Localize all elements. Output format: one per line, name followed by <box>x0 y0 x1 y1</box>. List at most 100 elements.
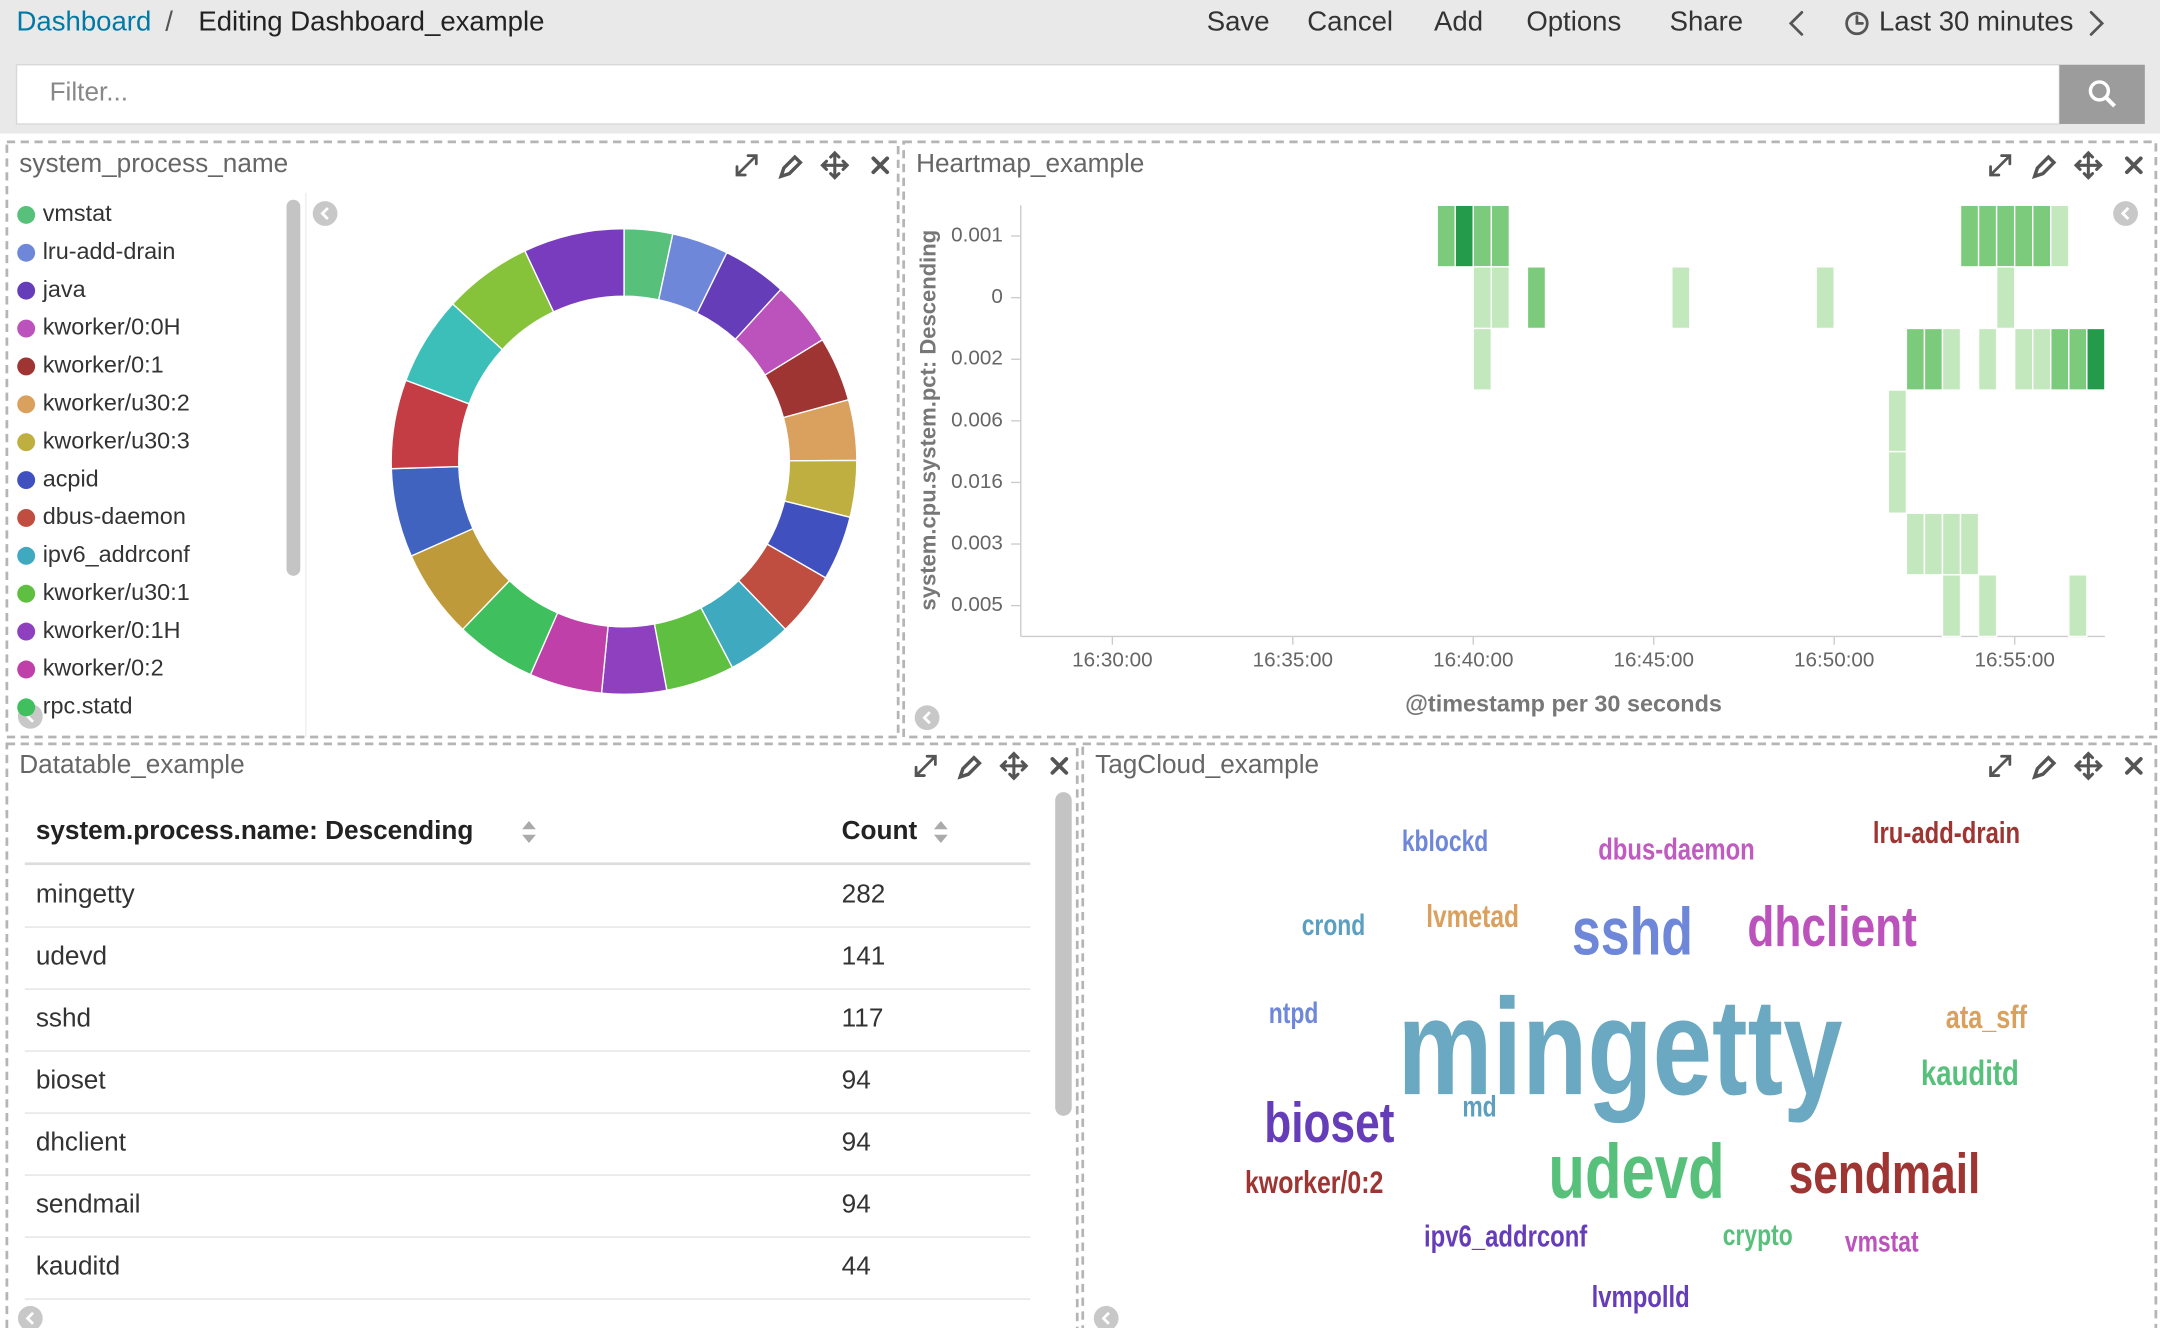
menu-item[interactable]: Options <box>1526 6 1621 37</box>
heatmap-cell <box>1490 266 1511 330</box>
table-scrollbar[interactable] <box>1055 792 1072 1116</box>
heatmap-cell <box>1472 204 1493 268</box>
tag-word[interactable]: kauditd <box>1921 1053 2019 1093</box>
tag-word[interactable]: md <box>1462 1090 1496 1123</box>
collapse-arrow <box>25 1311 35 1325</box>
tag-word[interactable]: udevd <box>1548 1129 1724 1215</box>
collapse-toggle[interactable] <box>1093 1305 1119 1331</box>
legend-entry[interactable]: kworker/u30:2 <box>43 389 190 415</box>
panel-actions <box>1989 150 2143 180</box>
legend-entry[interactable]: kworker/0:2 <box>43 655 164 681</box>
heatmap-cell <box>1490 204 1511 268</box>
x-tick-label: 16:30:00 <box>1072 649 1152 672</box>
column-header[interactable]: system.process.name: Descending <box>36 815 474 845</box>
search-icon <box>2088 80 2111 102</box>
legend-entry[interactable]: ipv6_addrconf <box>43 541 191 567</box>
legend-swatch <box>17 660 36 679</box>
tag-word[interactable]: lvmetad <box>1426 898 1519 934</box>
legend-entry[interactable]: dbus-daemon <box>43 503 186 529</box>
sort-icon[interactable] <box>933 821 948 844</box>
legend-entry[interactable]: kworker/0:1 <box>43 352 164 378</box>
heatmap-cell <box>2013 327 2034 391</box>
tag-word[interactable]: mingetty <box>1397 971 1842 1124</box>
heatmap-cell <box>1959 204 1980 268</box>
legend-entry[interactable]: kworker/0:1H <box>43 617 181 643</box>
expand-icon[interactable] <box>735 154 758 177</box>
menu-item[interactable]: Share <box>1670 6 1744 37</box>
time-range[interactable]: Last 30 minutes <box>1879 6 2073 37</box>
tag-word[interactable]: ipv6_addrconf <box>1424 1219 1588 1254</box>
sort-icon[interactable] <box>522 821 536 844</box>
close-icon[interactable] <box>2125 757 2143 775</box>
panel-actions <box>735 150 890 180</box>
menu-item[interactable]: Save <box>1207 6 1270 37</box>
expand-icon[interactable] <box>914 754 937 777</box>
clock-hands <box>1855 15 1864 25</box>
legend-entry[interactable]: rpc.statd <box>43 693 133 719</box>
legend-entry[interactable]: lru-add-drain <box>43 238 176 264</box>
heatmap-cell <box>1941 574 1962 638</box>
breadcrumb[interactable]: Dashboard <box>17 6 152 37</box>
tag-word[interactable]: dhclient <box>1747 895 1916 959</box>
tag-word[interactable]: bioset <box>1264 1091 1394 1155</box>
edit-icon[interactable] <box>2031 755 2057 780</box>
panel-title: Datatable_example <box>19 749 244 779</box>
legend-entry[interactable]: kworker/u30:3 <box>43 427 190 453</box>
collapse-toggle[interactable] <box>914 705 940 731</box>
move-icon[interactable] <box>999 751 1029 781</box>
expand-icon[interactable] <box>1989 154 2012 177</box>
legend-swatch <box>17 395 36 414</box>
legend-swatch <box>17 319 36 338</box>
collapse-toggle[interactable] <box>312 201 338 226</box>
legend-swatch <box>17 433 36 452</box>
tag-word[interactable]: sshd <box>1572 894 1693 969</box>
tag-word[interactable]: ata_sff <box>1946 1000 2028 1036</box>
legend-entry[interactable]: acpid <box>43 465 99 491</box>
tag-word[interactable]: crond <box>1302 908 1366 941</box>
move-icon[interactable] <box>2073 150 2103 180</box>
tag-word[interactable]: kblockd <box>1402 824 1488 857</box>
clock-icon <box>1845 11 1869 36</box>
collapse-toggle[interactable] <box>17 1305 43 1331</box>
heatmap-cell <box>1977 204 1998 268</box>
legend-entry[interactable]: kworker/0:0H <box>43 314 181 340</box>
y-tick-label: 0.002 <box>951 347 1003 370</box>
tag-word[interactable]: vmstat <box>1845 1225 1919 1258</box>
expand-icon[interactable] <box>1989 754 2012 777</box>
menu-item[interactable]: Cancel <box>1307 6 1393 37</box>
close-icon[interactable] <box>1050 757 1069 775</box>
legend-entry[interactable]: kworker/u30:1 <box>43 579 190 605</box>
tag-word[interactable]: crypto <box>1723 1218 1793 1251</box>
tag-word[interactable]: ntpd <box>1269 996 1319 1029</box>
prev-icon[interactable] <box>1788 11 1804 36</box>
tag-word[interactable]: lvmpolld <box>1592 1279 1690 1314</box>
move-icon[interactable] <box>2073 751 2103 781</box>
tag-word[interactable]: kworker/0:2 <box>1245 1165 1383 1201</box>
collapse-toggle[interactable] <box>2113 201 2138 226</box>
table-cell: sshd <box>36 1002 91 1032</box>
tag-word[interactable]: dbus-daemon <box>1598 832 1755 867</box>
table-cell: 94 <box>842 1064 871 1094</box>
collapse-arrow <box>922 711 931 725</box>
legend-entry[interactable]: vmstat <box>43 200 112 226</box>
edit-icon[interactable] <box>778 154 803 180</box>
edit-icon[interactable] <box>957 755 982 780</box>
search-button[interactable] <box>2059 64 2145 124</box>
legend-entry[interactable]: java <box>42 276 87 302</box>
menu-item[interactable]: Add <box>1434 6 1483 37</box>
close-icon[interactable] <box>2125 156 2143 175</box>
filter-input[interactable] <box>15 64 2061 125</box>
breadcrumb-separator: / <box>165 6 173 37</box>
tag-word[interactable]: lru-add-drain <box>1873 815 2020 850</box>
table-cell: 141 <box>842 940 886 970</box>
heatmap-cell <box>2050 327 2070 391</box>
close-icon[interactable] <box>871 156 890 175</box>
move-icon[interactable] <box>820 150 850 180</box>
column-header[interactable]: Count <box>842 815 918 845</box>
legend-scrollbar[interactable] <box>286 199 301 576</box>
next-icon[interactable] <box>2089 11 2105 36</box>
table-cell: mingetty <box>36 878 136 908</box>
heatmap-cell <box>2013 204 2034 268</box>
edit-icon[interactable] <box>2031 154 2057 180</box>
tag-word[interactable]: sendmail <box>1789 1141 1981 1205</box>
